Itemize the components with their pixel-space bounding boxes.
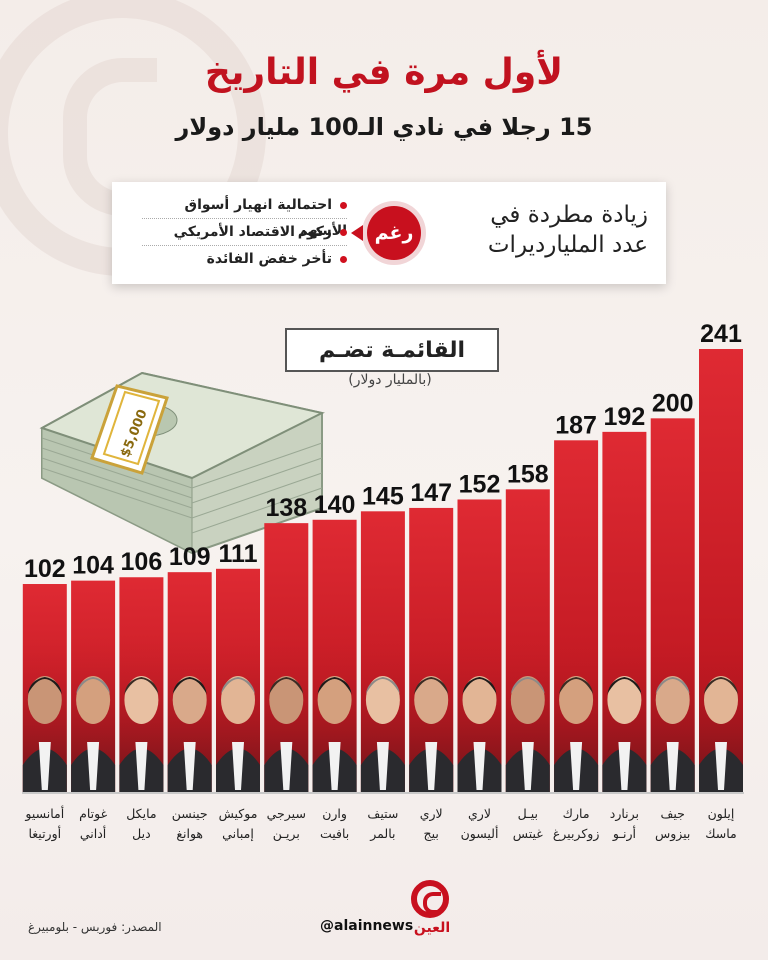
category-label: لاري بيج — [420, 806, 443, 841]
alain-logo-icon — [411, 880, 449, 918]
bar — [264, 523, 309, 792]
bar — [312, 519, 357, 792]
bar — [650, 418, 695, 792]
list-includes-label: القائمـة تضـم — [285, 328, 499, 372]
bullet-dot-icon — [340, 201, 347, 209]
value-label: 102 — [24, 555, 66, 583]
bar — [457, 499, 502, 792]
unit-note: (بالمليار دولار) — [348, 372, 432, 388]
category-label: إيلون ماسك — [705, 806, 737, 841]
bar — [216, 568, 260, 792]
value-label: 158 — [507, 460, 549, 488]
page-title: لأول مرة في التاريخ — [204, 52, 564, 93]
value-label: 187 — [555, 411, 597, 439]
category-label: موكيش إمباني — [219, 806, 258, 841]
bar — [409, 507, 454, 792]
category-label: أمانسيو أورتيغا — [24, 805, 64, 842]
category-label: مارك زوكربيرغ — [553, 806, 600, 842]
bar — [505, 489, 550, 792]
portrait-icon — [22, 636, 67, 792]
bar — [554, 440, 599, 792]
value-label: 147 — [410, 479, 452, 507]
despite-badge: رغم — [351, 206, 421, 260]
value-label: 192 — [604, 403, 646, 431]
portrait-icon — [167, 636, 212, 792]
category-label: جيف بيزوس — [655, 806, 690, 842]
portrait-icon — [602, 636, 647, 792]
bar — [360, 511, 405, 792]
reasons-list: احتمالية انهيار أسواق الأسهم ركود الاقتص… — [142, 192, 347, 272]
bar — [699, 349, 743, 792]
category-label: مايكل ديل — [126, 806, 156, 841]
portrait-icon — [119, 636, 164, 792]
brand-name: العين — [413, 920, 451, 936]
portrait-icon — [360, 636, 405, 792]
bullet-dot-icon — [340, 228, 347, 236]
page-subtitle: 15 رجلا في نادي الـ100 مليار دولار — [175, 113, 593, 141]
bullet-dot-icon — [340, 255, 347, 263]
portrait-icon — [409, 636, 454, 792]
reason-item: احتمالية انهيار أسواق الأسهم — [142, 192, 347, 239]
info-box: زيادة مطردة في عدد المليارديرات رغم احتم… — [112, 182, 666, 284]
category-label: بيـل غيتس — [513, 806, 543, 842]
category-label: غوتام أداني — [79, 806, 107, 841]
value-label: 152 — [459, 470, 501, 498]
portrait-icon — [699, 636, 743, 792]
portrait-icon — [312, 636, 357, 792]
category-label: ستيف بالمر — [367, 806, 398, 842]
category-label: برنارد أرنـو — [610, 806, 639, 842]
bar — [167, 572, 212, 792]
portrait-icon — [457, 636, 502, 792]
bar — [119, 577, 164, 792]
portrait-icon — [264, 636, 309, 792]
value-label: 200 — [652, 389, 694, 417]
portrait-icon — [505, 636, 550, 792]
value-label: 145 — [362, 482, 404, 510]
social-handle: @alainnews — [320, 918, 414, 934]
portrait-icon — [650, 636, 695, 792]
category-label: جينسن هوانغ — [172, 806, 208, 842]
bar — [71, 580, 116, 792]
value-label: 241 — [700, 320, 742, 348]
portrait-icon — [554, 636, 599, 792]
chart-baseline — [22, 792, 744, 794]
alain-logo: العين — [403, 880, 463, 944]
bar — [602, 431, 647, 792]
category-label: لاري أليسون — [461, 806, 499, 842]
source-credit: المصدر: فوربس - بلومبيرغ — [28, 920, 162, 934]
cash-stack-icon — [39, 371, 325, 555]
cash-stack-illustration: $5,000 — [39, 371, 325, 555]
billionaires-increase-text: زيادة مطردة في عدد المليارديرات — [487, 202, 648, 258]
portrait-icon — [216, 636, 260, 792]
category-label: سيرجي بريـن — [267, 806, 306, 842]
category-label: وارن بافيت — [320, 806, 349, 841]
portrait-icon — [71, 636, 116, 792]
reason-item: تأخر خفض الفائدة — [142, 246, 347, 272]
bar — [22, 584, 67, 792]
reason-item: ركود الاقتصاد الأمريكي — [142, 219, 347, 246]
